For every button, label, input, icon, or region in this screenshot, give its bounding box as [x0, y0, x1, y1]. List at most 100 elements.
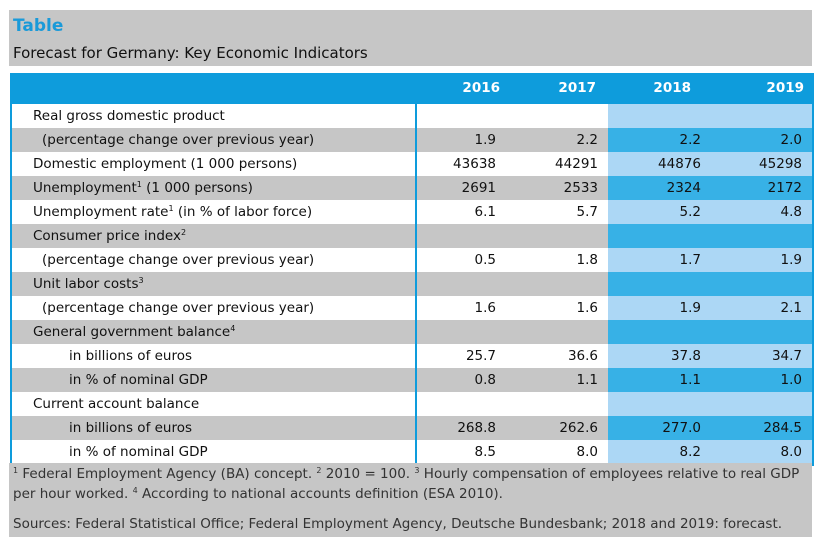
value-cell-2016: 25.7: [465, 348, 496, 364]
row-label-text: (percentage change over previous year): [42, 132, 315, 148]
footnote-marker: 2: [180, 228, 187, 237]
column-header-2019: 2019: [766, 80, 804, 96]
row-label-text: Unemployment rate: [33, 204, 169, 220]
value-cell-2017: 1.1: [576, 372, 598, 388]
value-cell-2017: [508, 104, 608, 128]
value-cell-2017: [508, 272, 608, 296]
table-row: Current account balance: [12, 392, 812, 416]
value-cell-2019: [709, 104, 812, 128]
row-label-text: in % of nominal GDP: [69, 372, 208, 388]
table-row: Real gross domestic product: [12, 104, 812, 128]
value-cell-2019: [709, 320, 812, 344]
table-row: General government balance4: [12, 320, 812, 344]
table-row: (percentage change over previous year) 1.…: [12, 296, 812, 320]
row-label: Real gross domestic product: [12, 104, 417, 128]
value-cell-2016: 2691: [461, 180, 496, 196]
value-cell-2018: 44876: [608, 152, 709, 176]
table-row: Unit labor costs3: [12, 272, 812, 296]
column-header-2018: 2018: [653, 80, 691, 96]
row-label-text: (percentage change over previous year): [42, 300, 315, 316]
row-label-text: Unit labor costs: [33, 276, 139, 292]
value-cell-2016: [417, 320, 508, 344]
row-label: (percentage change over previous year): [12, 128, 417, 152]
table-row: in % of nominal GDP 8.5 8.0 8.2 8.0: [12, 440, 812, 464]
row-label: in billions of euros: [12, 344, 417, 368]
value-cell-2016: [417, 104, 508, 128]
footnote-marker: 1: [168, 204, 174, 213]
row-label: Unemployment rate1 (in % of labor force): [12, 200, 417, 224]
row-label: General government balance4: [12, 320, 417, 344]
value-cell-2018: 37.8: [608, 344, 709, 368]
value-cell-2018: 1.9: [608, 296, 709, 320]
value-cell-2018: [608, 224, 709, 248]
value-cell-2018: 8.2: [608, 440, 709, 464]
footnote-marker: 2: [316, 466, 322, 475]
footnote-marker: 4: [132, 486, 138, 495]
row-label-suffix: (in % of labor force): [173, 204, 313, 220]
row-label: Current account balance: [12, 392, 417, 416]
value-cell-2019: 34.7: [709, 344, 812, 368]
value-cell-2017: 1.6: [576, 300, 598, 316]
table-label: Table: [13, 16, 64, 36]
value-cell-2016: 0.8: [474, 372, 496, 388]
value-cell-2017: 2533: [563, 180, 598, 196]
footnotes: 1 Federal Employment Agency (BA) concept…: [9, 464, 812, 504]
footnotes-panel: 1 Federal Employment Agency (BA) concept…: [9, 463, 812, 537]
value-cell-2019: 4.8: [709, 200, 812, 224]
table-body: Real gross domestic product (percentage c…: [12, 104, 812, 464]
value-cell-2018: [608, 104, 709, 128]
value-cell-2016: 1.6: [474, 300, 496, 316]
footnote-text: Federal Employment Agency (BA) concept.: [18, 466, 317, 482]
row-label-text: Real gross domestic product: [33, 108, 225, 124]
row-label: in billions of euros: [12, 416, 417, 440]
value-cell-2017: 1.8: [576, 252, 598, 268]
table-header-panel: Table Forecast for Germany: Key Economic…: [9, 10, 812, 66]
row-label: in % of nominal GDP: [12, 440, 417, 464]
value-cell-2017: 8.0: [576, 444, 598, 460]
row-label: Unemployment1 (1 000 persons): [12, 176, 417, 200]
table-row: in billions of euros 268.8 262.6 277.0 284.5: [12, 416, 812, 440]
footnote-marker: 1: [13, 466, 19, 475]
row-label-text: Current account balance: [33, 396, 200, 412]
value-cell-2019: [709, 224, 812, 248]
row-label: Consumer price index2: [12, 224, 417, 248]
value-cell-2017: [508, 320, 608, 344]
row-label: (percentage change over previous year): [12, 248, 417, 272]
value-cell-2016: [417, 392, 508, 416]
value-cell-2018: 1.7: [608, 248, 709, 272]
table-row: in % of nominal GDP 0.8 1.1 1.1 1.0: [12, 368, 812, 392]
value-cell-2018: 2.2: [608, 128, 709, 152]
table-row: Unemployment rate1 (in % of labor force)…: [12, 200, 812, 224]
row-label-suffix: (1 000 persons): [141, 180, 253, 196]
table-row: Consumer price index2: [12, 224, 812, 248]
value-cell-2018: 1.1: [608, 368, 709, 392]
value-cell-2018: 277.0: [608, 416, 709, 440]
value-cell-2019: 284.5: [709, 416, 812, 440]
column-header-2016: 2016: [462, 80, 500, 96]
value-cell-2019: 2.0: [709, 128, 812, 152]
row-label-text: Unemployment: [33, 180, 137, 196]
footnote-text: 2010 = 100.: [321, 466, 415, 482]
row-label-text: (percentage change over previous year): [42, 252, 315, 268]
value-cell-2019: 45298: [709, 152, 812, 176]
row-label-text: Domestic employment (1 000 persons): [33, 156, 298, 172]
value-cell-2016: [417, 224, 508, 248]
value-cell-2018: [608, 392, 709, 416]
footnote-text: According to national accounts definitio…: [137, 486, 503, 502]
table-row: (percentage change over previous year) 0.…: [12, 248, 812, 272]
value-cell-2019: [709, 392, 812, 416]
row-label: Domestic employment (1 000 persons): [12, 152, 417, 176]
row-label-text: Consumer price index: [33, 228, 181, 244]
row-label-text: in billions of euros: [69, 348, 193, 364]
row-label-text: in billions of euros: [69, 420, 193, 436]
column-header-2017: 2017: [558, 80, 596, 96]
indicators-table: 2016 2017 2018 2019 Real gross domestic …: [10, 73, 814, 466]
row-label-text: in % of nominal GDP: [69, 444, 208, 460]
footnote-marker: 4: [230, 324, 236, 333]
row-label: (percentage change over previous year): [12, 296, 417, 320]
value-cell-2016: 1.9: [474, 132, 496, 148]
table-column-header: 2016 2017 2018 2019: [12, 73, 812, 104]
value-cell-2016: 6.1: [474, 204, 496, 220]
value-cell-2019: 2.1: [709, 296, 812, 320]
value-cell-2016: [417, 272, 508, 296]
